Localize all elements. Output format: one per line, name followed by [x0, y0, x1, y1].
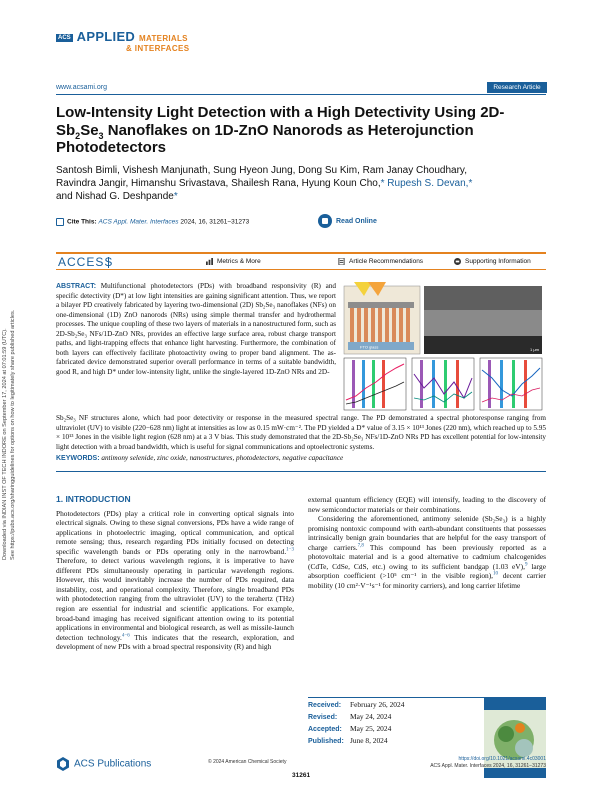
toc-graphic: FTO glass 1 μm — [340, 278, 546, 413]
read-online-button[interactable]: Read Online — [318, 214, 377, 228]
watermark-line-2: See https://pubs.acs.org/sharingguidelin… — [10, 309, 16, 560]
keywords-label: KEYWORDS: — [56, 455, 100, 462]
document-icon — [338, 258, 345, 265]
journal-url-link[interactable]: www.acsami.org — [56, 84, 107, 91]
acs-logo-mark: ACS — [56, 34, 73, 42]
download-watermark: Downloaded via INDIAN INST OF TECH INDOR… — [1, 230, 33, 560]
author-list: Santosh Bimli, Vishesh Manjunath, Sung H… — [56, 165, 473, 202]
access-bar: ACCESS Metrics & More Article Recommenda… — [56, 252, 546, 270]
doi-block: https://doi.org/10.1021/acsami.4c03001 A… — [430, 756, 546, 770]
journal-cover-thumbnail[interactable] — [484, 698, 546, 778]
supporting-info-icon — [454, 258, 461, 265]
article-title: Low-Intensity Light Detection with a Hig… — [56, 104, 505, 156]
citation-link[interactable]: 7,8 — [357, 543, 364, 549]
supporting-information-link[interactable]: Supporting Information — [454, 258, 531, 265]
doi-link[interactable]: https://doi.org/10.1021/acsami.4c03001 — [458, 756, 546, 762]
journal-name-applied: APPLIED — [76, 29, 136, 44]
dates-divider — [308, 697, 546, 698]
journal-logo[interactable]: ACS APPLIED MATERIALS & INTERFACES — [56, 28, 189, 53]
acs-hexagon-icon — [57, 757, 69, 771]
date-accepted: Accepted: May 25, 2024 — [308, 724, 392, 733]
citation-link[interactable]: 4−6 — [121, 633, 130, 639]
keywords-divider — [56, 471, 546, 472]
section-heading-introduction: 1. INTRODUCTION — [56, 494, 131, 504]
date-published: Published: June 8, 2024 — [308, 736, 388, 745]
date-received: Received: February 26, 2024 — [308, 700, 405, 709]
watermark-line-1: Downloaded via INDIAN INST OF TECH INDOR… — [2, 328, 8, 560]
article-recommendations-link[interactable]: Article Recommendations — [338, 258, 423, 265]
article-type-badge: Research Article — [487, 82, 547, 93]
bar-chart-icon — [206, 258, 213, 265]
metrics-link[interactable]: Metrics & More — [206, 258, 261, 265]
cite-this[interactable]: Cite This: ACS Appl. Mater. Interfaces 2… — [56, 218, 249, 226]
journal-name-interfaces: & INTERFACES — [126, 44, 190, 53]
article-dates: Received: February 26, 2024 Revised: May 2… — [308, 699, 458, 747]
acs-publications-logo[interactable]: ACS Publications — [56, 757, 151, 771]
abstract-label: ABSTRACT: — [56, 283, 97, 290]
introduction-right-column: external quantum efficiency (EQE) will i… — [308, 495, 546, 590]
page-number: 31261 — [292, 772, 311, 779]
toc-device-label: FTO glass — [360, 345, 378, 350]
copyright-notice: © 2024 American Chemical Society — [208, 759, 287, 765]
journal-citation: ACS Appl. Mater. Interfaces 2024, 16, 31… — [430, 763, 546, 769]
abstract-continued: Sb₂Se₃ NF structures alone, which had po… — [56, 414, 546, 451]
access-label: ACCESS — [58, 255, 114, 269]
introduction-left-column: 1. INTRODUCTION Photodetectors (PDs) pla… — [56, 494, 294, 652]
read-online-icon — [318, 214, 332, 228]
date-revised: Revised: May 24, 2024 — [308, 712, 392, 721]
abstract-text: ABSTRACT: Multifunctional photodetectors… — [56, 282, 337, 376]
citation-link[interactable]: 10 — [493, 571, 499, 577]
citation-link[interactable]: 9 — [524, 562, 528, 568]
journal-name-materials: MATERIALS — [139, 34, 188, 43]
toc-scalebar-label: 1 μm — [530, 347, 540, 352]
cite-icon — [56, 218, 64, 226]
header-divider — [56, 94, 546, 95]
citation-link[interactable]: 1−3 — [286, 547, 294, 553]
keywords: KEYWORDS: antimony selenide, zinc oxide,… — [56, 454, 344, 462]
